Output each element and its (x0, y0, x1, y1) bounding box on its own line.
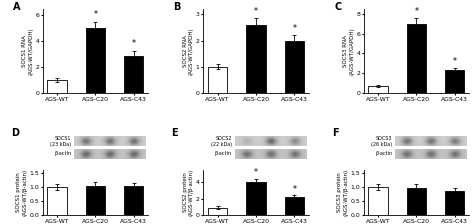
Bar (407, 188, 426, 215)
Text: SOCS1
(23 kDa): SOCS1 (23 kDa) (50, 136, 71, 146)
Text: A: A (13, 2, 20, 12)
Y-axis label: SOCS3 RNA
(AGS-WT/GAPDH): SOCS3 RNA (AGS-WT/GAPDH) (343, 27, 354, 75)
Text: C: C (334, 2, 341, 12)
Bar (445, 70, 465, 93)
Text: F: F (332, 128, 338, 138)
Text: E: E (172, 128, 178, 138)
Text: *: * (453, 57, 457, 66)
Text: *: * (93, 10, 98, 19)
Text: β-actin: β-actin (215, 151, 232, 156)
Bar (285, 197, 304, 215)
Bar (368, 86, 388, 93)
Y-axis label: SOCS2 RNA
(AGS-WT/GAPDH): SOCS2 RNA (AGS-WT/GAPDH) (182, 27, 194, 75)
Text: *: * (414, 7, 419, 16)
Y-axis label: SOCS2 protein
(AGS-WT/β-actin): SOCS2 protein (AGS-WT/β-actin) (182, 169, 194, 216)
Text: SOCS3
(26 kDa): SOCS3 (26 kDa) (371, 136, 392, 146)
Y-axis label: SOCS3 protein
(AGS-WT/β-actin): SOCS3 protein (AGS-WT/β-actin) (337, 169, 348, 216)
Bar (47, 80, 67, 93)
Bar (368, 187, 388, 215)
Text: B: B (173, 2, 181, 12)
Bar (86, 186, 105, 215)
Y-axis label: SOCS1 protein
(AGS-WT/β-actin): SOCS1 protein (AGS-WT/β-actin) (16, 169, 27, 216)
Text: SOCS2
(22 kDa): SOCS2 (22 kDa) (210, 136, 232, 146)
Y-axis label: SOCS1 RNA
(AGS-WT/GAPDH): SOCS1 RNA (AGS-WT/GAPDH) (22, 27, 33, 75)
Bar (208, 208, 227, 215)
Text: *: * (292, 24, 296, 33)
Bar (445, 191, 465, 215)
Bar (407, 24, 426, 93)
Text: *: * (254, 7, 258, 16)
Bar (47, 187, 67, 215)
Bar (86, 28, 105, 93)
Text: *: * (132, 39, 136, 48)
Text: β-actin: β-actin (375, 151, 392, 156)
Text: *: * (292, 185, 296, 194)
Bar (208, 67, 227, 93)
Text: β-actin: β-actin (54, 151, 71, 156)
Text: D: D (11, 128, 19, 138)
Text: *: * (254, 168, 258, 177)
Bar (246, 182, 265, 215)
Bar (124, 56, 144, 93)
Bar (285, 41, 304, 93)
Bar (246, 25, 265, 93)
Bar (124, 186, 144, 215)
